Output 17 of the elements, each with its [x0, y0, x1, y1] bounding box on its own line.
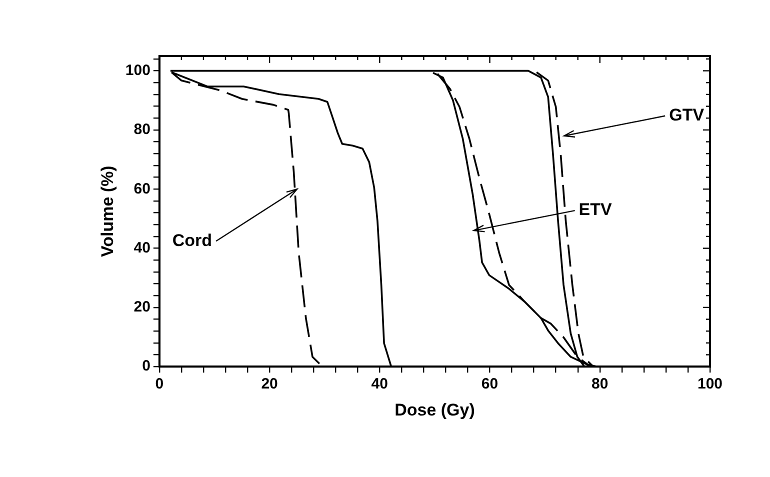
y-tick-label: 0	[142, 358, 150, 375]
x-tick-label: 40	[371, 376, 388, 393]
x-tick-label: 0	[155, 376, 164, 393]
annotation: Cord	[172, 230, 212, 250]
annotation: ETV	[578, 200, 613, 220]
x-tick-label: 20	[261, 376, 278, 393]
y-tick-label: 40	[134, 239, 150, 256]
y-tick-label: 80	[134, 121, 150, 138]
y-tick-label: 20	[134, 298, 150, 316]
annotation: GTV	[669, 106, 705, 125]
x-tick-label: 80	[592, 376, 608, 393]
x-tick-label: 60	[481, 376, 498, 393]
x-axis-title: Dose (Gy)	[394, 400, 475, 420]
y-tick-label: 100	[125, 62, 150, 79]
y-tick-label: 60	[134, 180, 150, 198]
y-axis-title: Volume (%)	[98, 166, 117, 257]
x-tick-label: 100	[697, 376, 723, 393]
